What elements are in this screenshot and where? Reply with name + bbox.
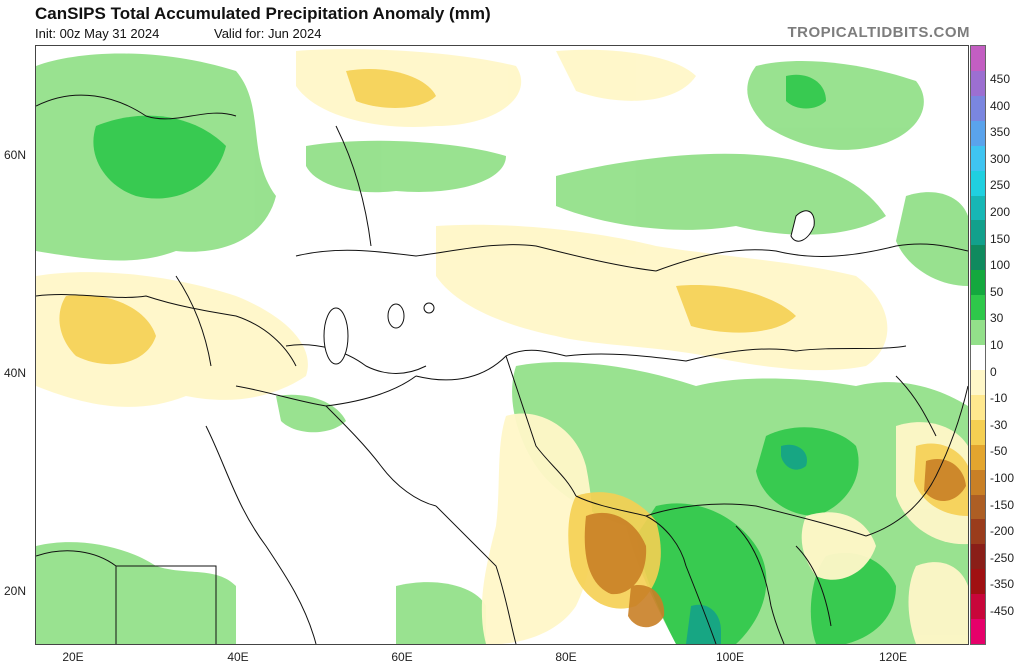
colorbar-swatch [971, 469, 985, 495]
colorbar-swatch [971, 295, 985, 321]
colorbar-swatch [971, 619, 985, 645]
borders [36, 94, 968, 644]
lat-label-40n: 40N [4, 366, 27, 380]
init-time: Init: 00z May 31 2024 [35, 26, 160, 41]
site-brand: TROPICALTIDBITS.COM [787, 24, 970, 41]
lat-label-20n: 20N [4, 584, 27, 598]
colorbar-label: -150 [990, 497, 1015, 512]
lon-label-20e: 20E [62, 650, 84, 664]
colorbar-swatch [971, 245, 985, 271]
colorbar-label: 450 [990, 72, 1011, 86]
colorbar-swatch [971, 145, 985, 172]
strong-dry-patches [584, 458, 966, 628]
colorbar-label: 0 [990, 364, 997, 379]
chart-title: CanSIPS Total Accumulated Precipitation … [35, 4, 491, 23]
colorbar-swatch [971, 419, 985, 446]
colorbar-label: -350 [990, 577, 1015, 592]
colorbar-swatch [971, 70, 985, 97]
lon-label-120e: 120E [878, 650, 908, 664]
colorbar-label: 400 [990, 98, 1011, 113]
colorbar-swatch [971, 270, 985, 296]
colorbar-label: -50 [990, 444, 1008, 459]
colorbar-swatch [971, 195, 985, 221]
colorbar-swatch [971, 394, 985, 421]
colorbar-label: 250 [990, 178, 1011, 193]
colorbar-swatch [971, 95, 985, 122]
colorbar-label: 350 [990, 125, 1011, 140]
lat-label-60n: 60N [4, 148, 27, 162]
colorbar-swatch [971, 345, 985, 371]
colorbar-label: 100 [990, 258, 1011, 273]
colorbar-swatch [971, 544, 985, 570]
inland-seas [323, 210, 815, 365]
colorbar-swatch [971, 369, 985, 396]
colorbar-swatch [971, 569, 985, 595]
lon-label-40e: 40E [227, 650, 249, 664]
colorbar-label: 30 [990, 311, 1004, 326]
colorbar-label: 150 [990, 231, 1011, 246]
colorbar-label: -10 [990, 391, 1008, 406]
colorbar-label: -200 [990, 524, 1015, 539]
colorbar-swatch [971, 444, 985, 471]
colorbar-label: 50 [990, 284, 1004, 299]
lon-label-60e: 60E [391, 650, 413, 664]
colorbar-label: 10 [990, 338, 1004, 352]
colorbar-swatch [971, 46, 985, 72]
anomaly-map [35, 45, 969, 645]
lon-label-80e: 80E [555, 650, 577, 664]
colorbar-label: 300 [990, 151, 1011, 166]
colorbar-label: -450 [990, 604, 1015, 618]
colorbar-swatch [971, 220, 985, 246]
colorbar-swatch [971, 594, 985, 620]
colorbar-swatch [971, 320, 985, 346]
colorbar-swatch [971, 120, 985, 147]
colorbar-label: 200 [990, 205, 1011, 219]
colorbar-swatch [971, 519, 985, 545]
colorbar-label: -30 [990, 417, 1008, 432]
colorbar [970, 45, 986, 645]
colorbar-swatch [971, 494, 985, 520]
lon-label-100e: 100E [715, 650, 745, 664]
colorbar-label: -250 [990, 550, 1015, 565]
valid-time: Valid for: Jun 2024 [214, 26, 322, 41]
colorbar-swatch [971, 170, 985, 196]
colorbar-label: -100 [990, 471, 1015, 485]
